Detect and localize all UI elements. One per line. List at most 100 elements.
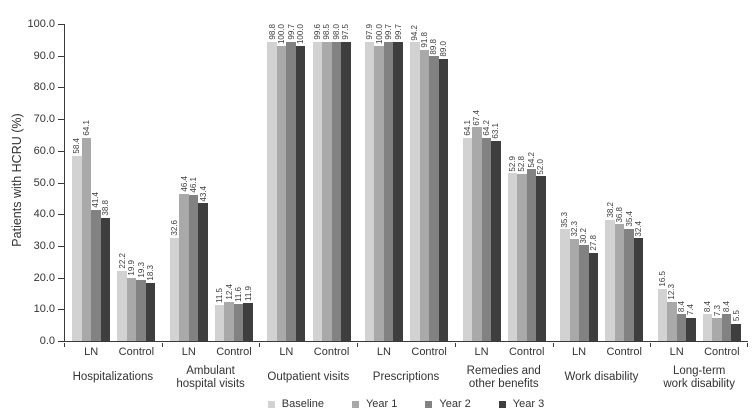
bar xyxy=(117,270,127,341)
category-groups: 32.6 46.4 46.1 43.4 LN 11.5 12.4 11.6 11.9 Contro… xyxy=(163,24,261,358)
bar-value-label: 98.0 xyxy=(331,24,341,40)
bar-group: 97.9 100.0 99.7 99.7 LN xyxy=(364,24,403,358)
bar-group: 58.4 64.1 41.4 38.8 LN xyxy=(72,24,111,358)
bar-column: 16.5 xyxy=(657,24,668,341)
bar-column: 8.4 xyxy=(676,24,687,341)
bar xyxy=(605,219,615,341)
group-label: Control xyxy=(118,346,155,358)
bar-column: 98.5 xyxy=(322,24,332,341)
bar-value-label: 99.7 xyxy=(286,24,296,40)
bar-value-label: 89.8 xyxy=(429,38,439,55)
bar-column: 46.4 xyxy=(179,24,189,341)
plot-area: 0.0 10.0 20.0 30.0 40.0 50.0 60.0 70.0 80.0 90.0 1… xyxy=(27,18,748,358)
bar-column: 7.4 xyxy=(686,24,696,341)
bar-column: 99.7 xyxy=(383,24,394,341)
bar xyxy=(491,140,501,341)
bar xyxy=(712,317,722,341)
bar-column: 5.5 xyxy=(731,24,741,341)
group-label: Control xyxy=(704,346,740,358)
bar-group: 99.6 98.5 98.0 97.5 Control xyxy=(312,24,351,358)
bar-column: 22.2 xyxy=(117,24,127,341)
bar-value-label: 11.6 xyxy=(234,287,244,303)
bar-column: 7.3 xyxy=(712,24,722,341)
bar xyxy=(410,42,420,341)
bar-column: 19.3 xyxy=(136,24,146,341)
bar-value-label: 5.5 xyxy=(731,310,741,322)
legend-swatch-icon xyxy=(498,400,506,408)
bar xyxy=(341,41,351,341)
bar-value-label: 100.0 xyxy=(296,24,306,45)
bar xyxy=(81,137,92,341)
bar-column: 98.8 xyxy=(267,24,277,341)
bar xyxy=(364,41,375,341)
category-cell: 98.8 100.0 99.7 100.0 LN 99.6 98.5 98.0 97.5 Cont… xyxy=(260,24,358,358)
group-label: Control xyxy=(313,346,350,358)
group-label: Control xyxy=(508,346,545,358)
bar-column: 64.1 xyxy=(462,24,472,341)
category-cell: 64.1 67.4 64.2 63.1 LN 52.9 52.8 54.2 52.0 Contro… xyxy=(455,24,553,358)
y-tick-mark xyxy=(58,55,64,57)
bar xyxy=(136,279,146,341)
category-groups: 35.3 32.3 30.2 27.8 LN 38.2 36.8 35.4 32.4 Contro… xyxy=(553,24,651,358)
bar xyxy=(624,228,634,341)
bar xyxy=(472,127,482,341)
legend-label: Year 3 xyxy=(512,398,545,410)
group-label: LN xyxy=(669,346,684,358)
legend-item: Year 3 xyxy=(498,398,545,410)
bar-value-label: 52.9 xyxy=(507,155,517,172)
category-label: Ambulant hospital visits xyxy=(176,364,245,391)
group-label: LN xyxy=(474,346,489,358)
bar-value-label: 41.4 xyxy=(91,192,101,208)
bar-value-label: 19.9 xyxy=(127,260,137,276)
bar-column: 19.9 xyxy=(126,24,137,341)
y-tick-mark xyxy=(58,277,64,279)
bar xyxy=(145,283,156,341)
group-label: Control xyxy=(411,346,447,358)
bar-value-label: 43.4 xyxy=(198,185,208,202)
bar xyxy=(676,314,687,341)
bar-column: 99.7 xyxy=(393,24,403,341)
bar xyxy=(331,41,342,341)
category-label: Hospitalizations xyxy=(72,371,154,384)
y-axis-title: Patients with HCRU (%) xyxy=(10,113,24,247)
bar xyxy=(179,193,189,341)
bar-value-label: 89.0 xyxy=(438,41,448,57)
bar-group: 11.5 12.4 11.6 11.9 Control xyxy=(214,24,253,358)
y-tick-mark xyxy=(58,341,64,342)
bar-value-label: 94.2 xyxy=(410,24,420,41)
category-label: Remedies and other benefits xyxy=(466,364,541,391)
bar-value-label: 99.7 xyxy=(393,24,403,40)
bar-value-label: 36.8 xyxy=(615,206,625,223)
bar xyxy=(686,317,696,341)
bar xyxy=(419,50,430,341)
bar-value-label: 97.5 xyxy=(341,24,351,40)
bar-column: 64.1 xyxy=(81,24,92,341)
bar-value-label: 30.2 xyxy=(579,227,589,244)
y-tick-mark xyxy=(58,214,64,216)
category-label: Work disability xyxy=(564,371,639,384)
bar xyxy=(243,303,253,341)
bar xyxy=(588,252,599,341)
bar xyxy=(517,173,527,341)
bar xyxy=(295,46,306,341)
bar-column: 35.3 xyxy=(560,24,570,341)
x-tick xyxy=(161,343,163,347)
category-cell: 97.9 100.0 99.7 99.7 LN 94.2 91.8 89.8 89.0 Contr… xyxy=(358,24,456,358)
bar-column: 41.4 xyxy=(91,24,101,341)
x-tick xyxy=(259,343,261,347)
y-tick-mark xyxy=(58,245,64,247)
bar-value-label: 91.8 xyxy=(419,32,429,48)
bar-value-label: 27.8 xyxy=(588,235,598,251)
bar xyxy=(569,238,580,341)
legend-item: Baseline xyxy=(267,398,324,410)
bar-value-label: 67.4 xyxy=(472,109,482,126)
bar-value-label: 18.3 xyxy=(146,265,156,281)
category-cell: 16.5 12.3 8.4 7.4 LN 8.4 7.3 8.4 5.5 Control xyxy=(650,24,748,358)
bar xyxy=(438,58,449,341)
y-tick-label: 100.0 xyxy=(27,18,55,30)
bar-value-label: 12.4 xyxy=(224,284,234,300)
bar xyxy=(198,203,208,341)
group-label: LN xyxy=(376,346,391,358)
bar-column: 99.7 xyxy=(286,24,296,341)
bar xyxy=(462,137,472,341)
